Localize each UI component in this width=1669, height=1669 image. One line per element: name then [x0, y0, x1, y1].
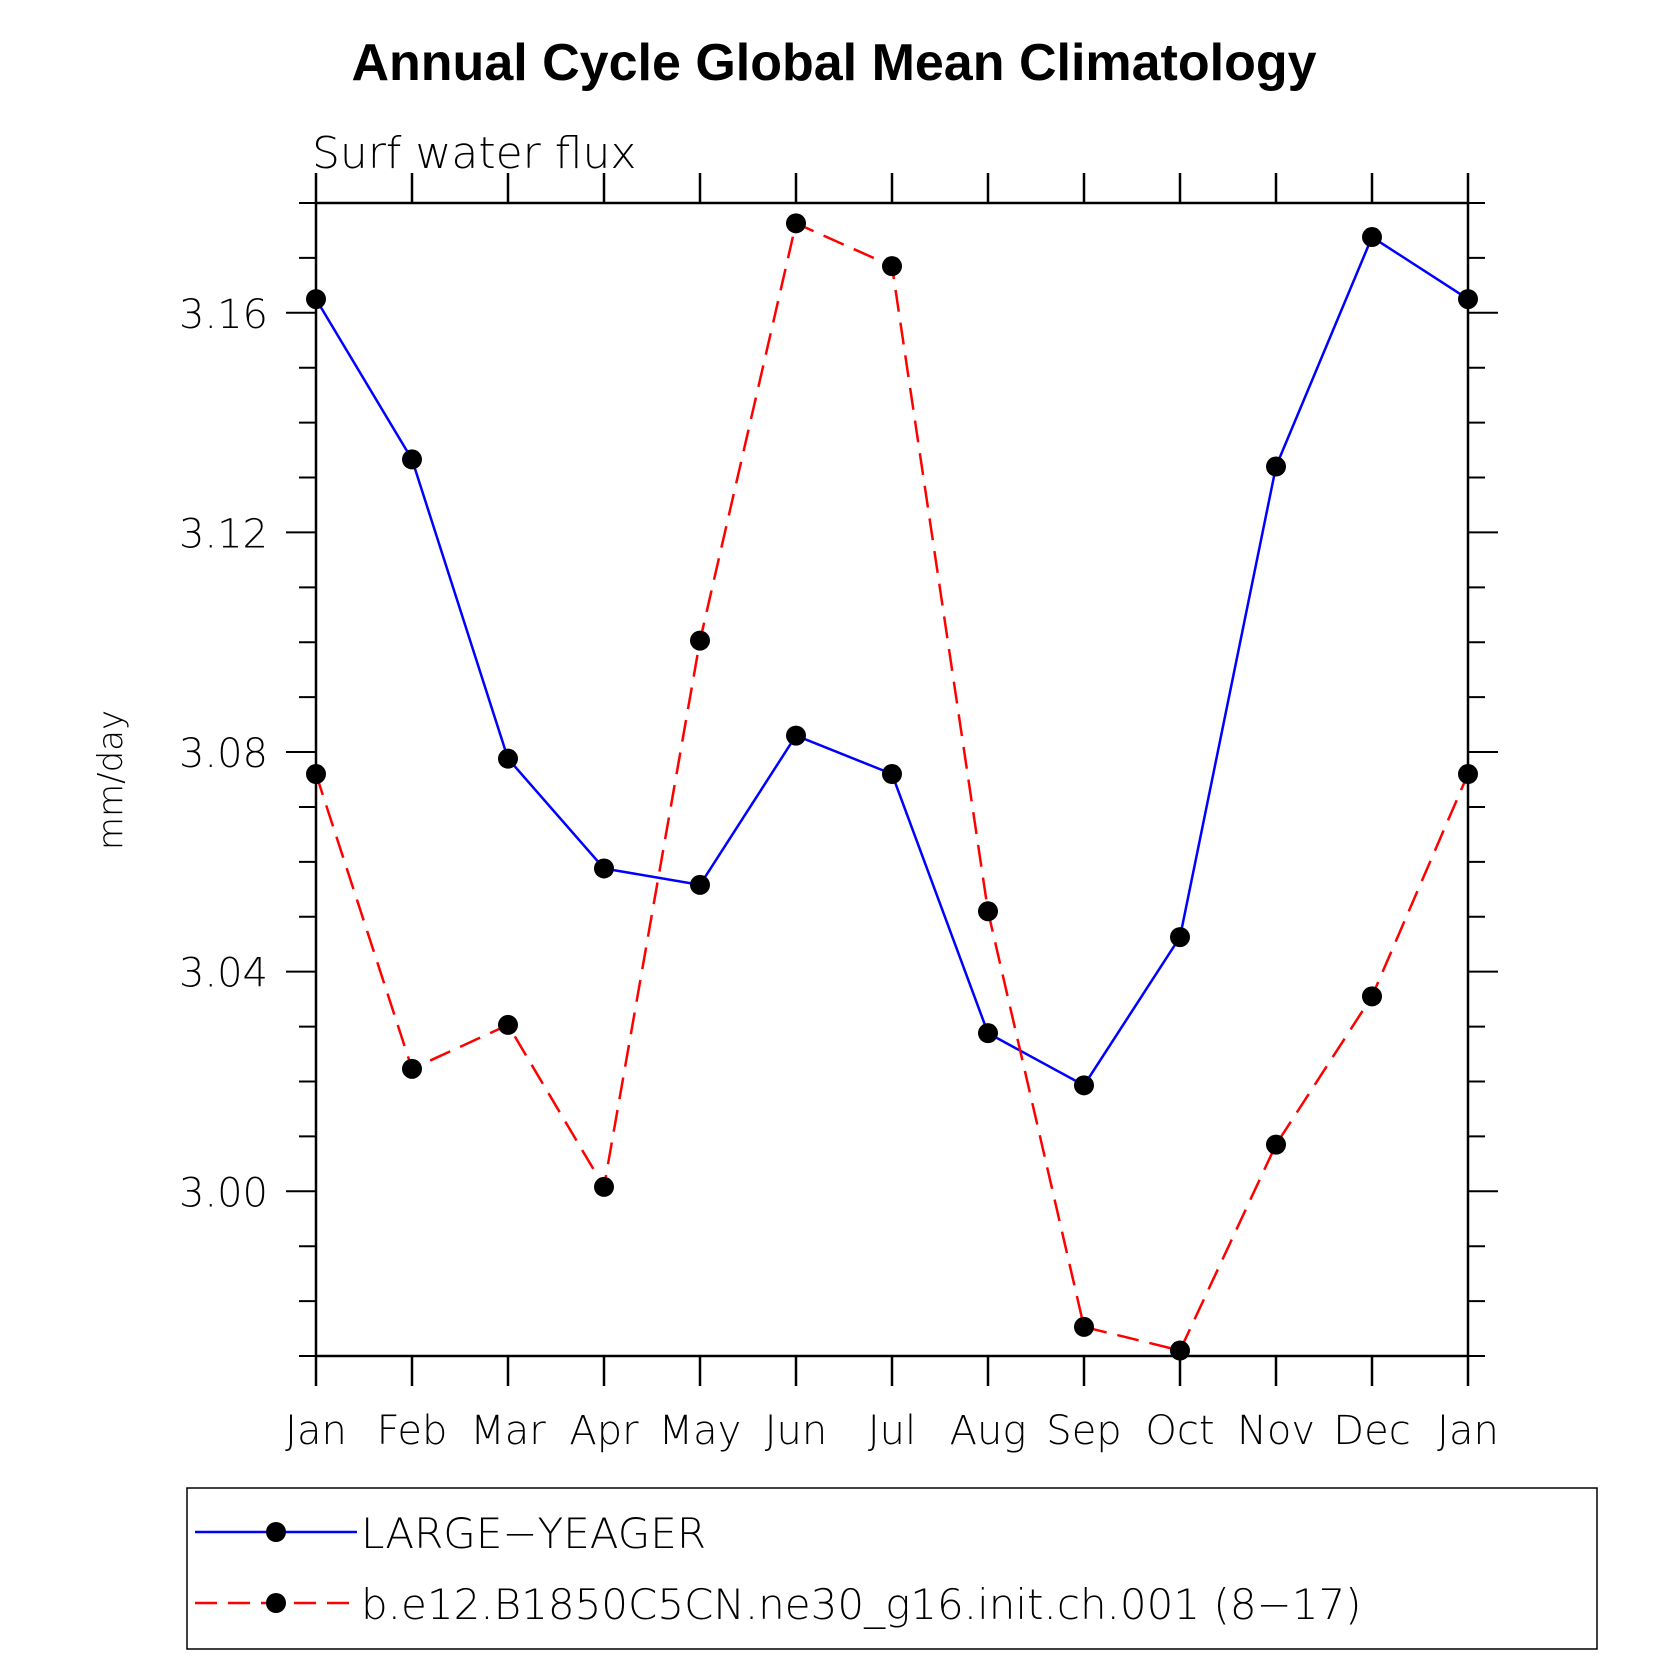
- x-tick-label: Jun: [765, 1408, 828, 1454]
- series-1-point: [402, 1058, 422, 1079]
- series-layer: [306, 213, 1478, 1361]
- series-1-point: [786, 213, 806, 234]
- x-tick-label: May: [659, 1408, 742, 1454]
- series-0-point: [1266, 456, 1286, 477]
- y-tick-label: 3.12: [179, 511, 268, 557]
- x-tick-label: Jan: [1437, 1408, 1499, 1454]
- y-tick-label: 3.16: [179, 292, 268, 338]
- x-tick-label: Apr: [569, 1408, 639, 1454]
- series-1-point: [1266, 1134, 1286, 1155]
- legend-label-0: LARGE−YEAGER: [361, 1509, 706, 1558]
- series-0-point: [594, 858, 614, 879]
- series-0-point: [498, 748, 518, 769]
- x-tick-label: Oct: [1145, 1408, 1214, 1454]
- y-axis-label: mm/day: [91, 710, 131, 850]
- series-1-point: [498, 1014, 518, 1035]
- series-1-point: [594, 1176, 614, 1197]
- series-1-point: [1170, 1340, 1190, 1361]
- x-tick-label: Jul: [868, 1408, 916, 1454]
- x-tick-label: Aug: [950, 1408, 1027, 1454]
- series-0-point: [690, 874, 710, 895]
- series-0-point: [1362, 227, 1382, 248]
- series-0-point: [882, 764, 902, 785]
- series-1-point: [306, 764, 326, 785]
- y-tick-label: 3.04: [179, 951, 268, 997]
- x-tick-label: Dec: [1333, 1408, 1410, 1454]
- series-1-point: [882, 256, 902, 277]
- series-0-point: [306, 289, 326, 310]
- legend: LARGE−YEAGER b.e12.B1850C5CN.ne30_g16.ini…: [195, 1509, 1362, 1629]
- x-tick-label: Feb: [377, 1408, 448, 1454]
- series-1-point: [978, 901, 998, 922]
- series-0-point: [1458, 289, 1478, 310]
- series-1-point: [690, 630, 710, 651]
- legend-label-1: b.e12.B1850C5CN.ne30_g16.init.ch.001 (8−…: [361, 1580, 1362, 1629]
- series-1-point: [1362, 986, 1382, 1007]
- series-0-point: [978, 1023, 998, 1044]
- y-tick-label: 3.00: [179, 1170, 268, 1216]
- x-tick-label: Sep: [1046, 1408, 1121, 1454]
- x-tick-label: Jan: [285, 1408, 347, 1454]
- x-tick-label: Mar: [470, 1408, 546, 1454]
- series-0-point: [402, 449, 422, 470]
- series-0-point: [1170, 927, 1190, 948]
- legend-box: [186, 1487, 1598, 1650]
- series-0-point: [1074, 1075, 1094, 1096]
- series-line-0: [314, 235, 1469, 1087]
- series-1-point: [1074, 1316, 1094, 1337]
- axes: Jan Feb Mar Apr May Jun Jul Aug Sep Oct Nov Dec Jan 3…: [179, 173, 1499, 1454]
- chart-subtitle: Surf water flux: [312, 128, 636, 179]
- series-1-point: [1458, 764, 1478, 785]
- x-tick-label: Nov: [1237, 1408, 1315, 1454]
- legend-marker-0: [266, 1522, 286, 1542]
- chart-title: Annual Cycle Global Mean Climatology: [351, 34, 1316, 92]
- legend-marker-1: [266, 1593, 286, 1613]
- series-line-1: [314, 221, 1470, 1352]
- series-0-point: [786, 725, 806, 746]
- y-tick-label: 3.08: [179, 731, 268, 777]
